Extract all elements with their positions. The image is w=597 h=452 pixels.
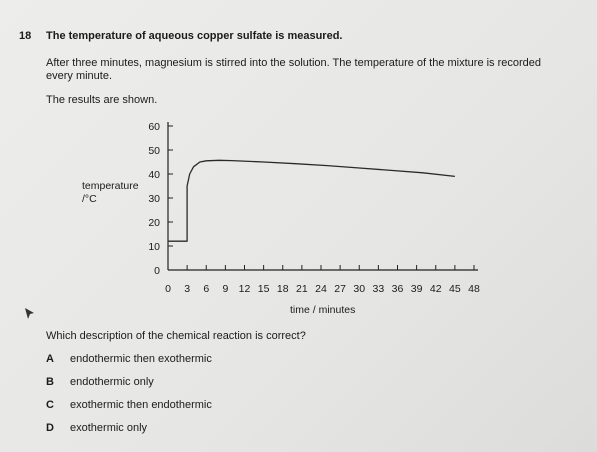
x-tick-label: 39 (411, 283, 423, 295)
y-axis-label-line1: temperature (82, 180, 139, 192)
option-b-text: endothermic only (70, 376, 154, 388)
x-tick-label: 48 (468, 283, 480, 295)
x-tick-label: 42 (430, 283, 442, 295)
temperature-line (168, 159, 455, 242)
x-tick-label: 15 (258, 283, 270, 295)
x-tick-label: 12 (239, 283, 251, 295)
y-axis-label: temperature /°C (82, 180, 139, 206)
question-prompt: Which description of the chemical reacti… (46, 330, 306, 342)
results-intro: The results are shown. (46, 94, 158, 106)
mouse-pointer-icon (25, 308, 34, 319)
option-c-letter: C (46, 399, 54, 411)
x-tick-label: 18 (277, 283, 289, 295)
x-tick-label: 33 (373, 283, 385, 295)
y-tick-label: 0 (154, 265, 160, 277)
question-paragraph: After three minutes, magnesium is stirre… (46, 57, 542, 82)
option-a-letter: A (46, 353, 54, 365)
y-tick-label: 60 (148, 121, 160, 133)
y-tick-label: 50 (148, 145, 160, 157)
x-tick-label: 24 (315, 283, 327, 295)
x-tick-label: 27 (334, 283, 346, 295)
y-tick-label: 30 (148, 193, 160, 205)
question-stem: The temperature of aqueous copper sulfat… (46, 30, 343, 42)
x-tick-label: 36 (392, 283, 404, 295)
y-tick-label: 20 (148, 217, 160, 229)
x-tick-label: 30 (353, 283, 365, 295)
y-axis-label-line2: /°C (82, 193, 97, 205)
x-tick-label: 3 (184, 283, 190, 295)
x-tick-label: 6 (203, 283, 209, 295)
x-tick-label: 45 (449, 283, 461, 295)
x-tick-label: 21 (296, 283, 308, 295)
x-tick-label: 9 (222, 283, 228, 295)
y-tick-label: 40 (148, 169, 160, 181)
option-c-text: exothermic then endothermic (70, 399, 212, 411)
chart-axes (167, 122, 478, 271)
question-number: 18 (19, 30, 32, 42)
x-axis-label: time / minutes (290, 304, 356, 316)
option-a-text: endothermic then exothermic (70, 353, 212, 365)
chart-series (168, 159, 455, 242)
y-tick-label: 10 (148, 241, 160, 253)
x-tick-label: 0 (165, 283, 171, 295)
option-d-text: exothermic only (70, 422, 148, 434)
option-b-letter: B (46, 376, 54, 388)
option-d-letter: D (46, 422, 54, 434)
